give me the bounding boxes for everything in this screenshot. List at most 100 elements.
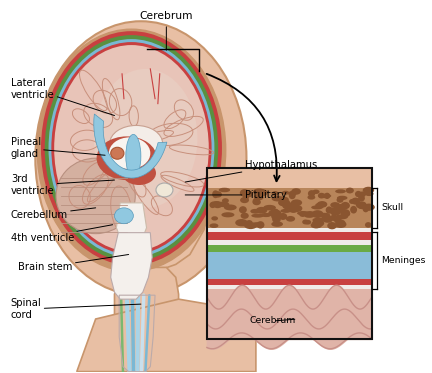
Polygon shape <box>116 203 146 238</box>
Ellipse shape <box>351 198 360 205</box>
Ellipse shape <box>215 191 222 198</box>
Ellipse shape <box>251 214 264 218</box>
Bar <box>207 239 372 245</box>
Ellipse shape <box>109 137 150 169</box>
Ellipse shape <box>321 213 328 217</box>
Ellipse shape <box>97 137 157 180</box>
Ellipse shape <box>254 194 264 200</box>
Ellipse shape <box>239 206 247 213</box>
Ellipse shape <box>318 193 325 198</box>
Ellipse shape <box>94 69 197 208</box>
Ellipse shape <box>339 220 346 226</box>
Ellipse shape <box>256 207 267 214</box>
Ellipse shape <box>305 220 311 225</box>
Ellipse shape <box>311 206 323 210</box>
Ellipse shape <box>257 221 264 229</box>
Ellipse shape <box>217 202 229 207</box>
Ellipse shape <box>272 196 285 201</box>
Ellipse shape <box>318 194 331 198</box>
Ellipse shape <box>219 188 230 192</box>
Ellipse shape <box>334 216 342 224</box>
Ellipse shape <box>358 201 367 209</box>
Ellipse shape <box>243 194 249 200</box>
Text: Hypothalamus: Hypothalamus <box>185 160 317 182</box>
Ellipse shape <box>210 223 219 228</box>
Ellipse shape <box>297 211 310 216</box>
Ellipse shape <box>362 205 369 212</box>
Ellipse shape <box>250 209 260 214</box>
Ellipse shape <box>331 214 337 220</box>
Ellipse shape <box>240 197 249 203</box>
Ellipse shape <box>330 208 341 216</box>
Ellipse shape <box>272 191 279 196</box>
Ellipse shape <box>54 45 209 251</box>
Bar <box>207 289 372 339</box>
Ellipse shape <box>355 191 362 197</box>
Ellipse shape <box>363 204 375 211</box>
Ellipse shape <box>365 191 374 196</box>
Ellipse shape <box>35 21 247 295</box>
Ellipse shape <box>263 205 276 210</box>
Text: Cerebrum: Cerebrum <box>140 11 193 50</box>
Ellipse shape <box>240 189 249 197</box>
Bar <box>207 285 372 289</box>
Polygon shape <box>129 155 209 269</box>
Ellipse shape <box>48 39 214 257</box>
Ellipse shape <box>337 197 343 203</box>
Polygon shape <box>114 267 178 372</box>
Bar <box>207 168 372 188</box>
Ellipse shape <box>304 213 310 217</box>
Ellipse shape <box>326 206 333 214</box>
Ellipse shape <box>358 195 365 201</box>
Ellipse shape <box>289 192 295 199</box>
Ellipse shape <box>327 222 337 229</box>
Ellipse shape <box>305 211 315 218</box>
Ellipse shape <box>359 191 366 197</box>
Ellipse shape <box>363 187 374 194</box>
Ellipse shape <box>51 42 212 254</box>
Ellipse shape <box>317 201 327 207</box>
Ellipse shape <box>272 216 281 223</box>
Bar <box>207 279 372 285</box>
Ellipse shape <box>302 219 309 225</box>
Ellipse shape <box>315 219 323 224</box>
Ellipse shape <box>212 190 219 198</box>
Ellipse shape <box>213 201 222 208</box>
Ellipse shape <box>288 191 296 197</box>
Ellipse shape <box>282 191 289 195</box>
Ellipse shape <box>289 207 299 213</box>
Ellipse shape <box>324 193 330 199</box>
Ellipse shape <box>110 125 162 161</box>
Ellipse shape <box>279 213 287 220</box>
Text: Lateral
ventricle: Lateral ventricle <box>11 78 114 116</box>
Ellipse shape <box>365 222 372 228</box>
Ellipse shape <box>311 210 324 218</box>
Ellipse shape <box>340 209 350 217</box>
Polygon shape <box>111 233 152 299</box>
Ellipse shape <box>114 208 133 224</box>
Ellipse shape <box>241 191 252 196</box>
Bar <box>207 188 372 228</box>
Ellipse shape <box>312 189 320 194</box>
Ellipse shape <box>350 206 357 213</box>
Ellipse shape <box>245 191 253 197</box>
Ellipse shape <box>341 210 350 217</box>
Polygon shape <box>197 185 213 212</box>
Ellipse shape <box>346 188 354 194</box>
Ellipse shape <box>111 147 124 159</box>
Ellipse shape <box>271 221 283 227</box>
Ellipse shape <box>308 195 315 200</box>
Ellipse shape <box>291 188 301 195</box>
Text: 3rd
ventricle: 3rd ventricle <box>11 174 114 196</box>
Text: Spinal
cord: Spinal cord <box>11 298 141 320</box>
Ellipse shape <box>356 201 364 208</box>
Ellipse shape <box>210 202 216 208</box>
Ellipse shape <box>335 221 346 228</box>
Ellipse shape <box>299 211 307 217</box>
Text: Skull: Skull <box>381 203 403 212</box>
Text: Pituitary: Pituitary <box>185 190 286 200</box>
Ellipse shape <box>41 31 222 266</box>
Ellipse shape <box>333 216 341 222</box>
Text: Cerebrum: Cerebrum <box>250 317 296 326</box>
Ellipse shape <box>308 190 315 197</box>
